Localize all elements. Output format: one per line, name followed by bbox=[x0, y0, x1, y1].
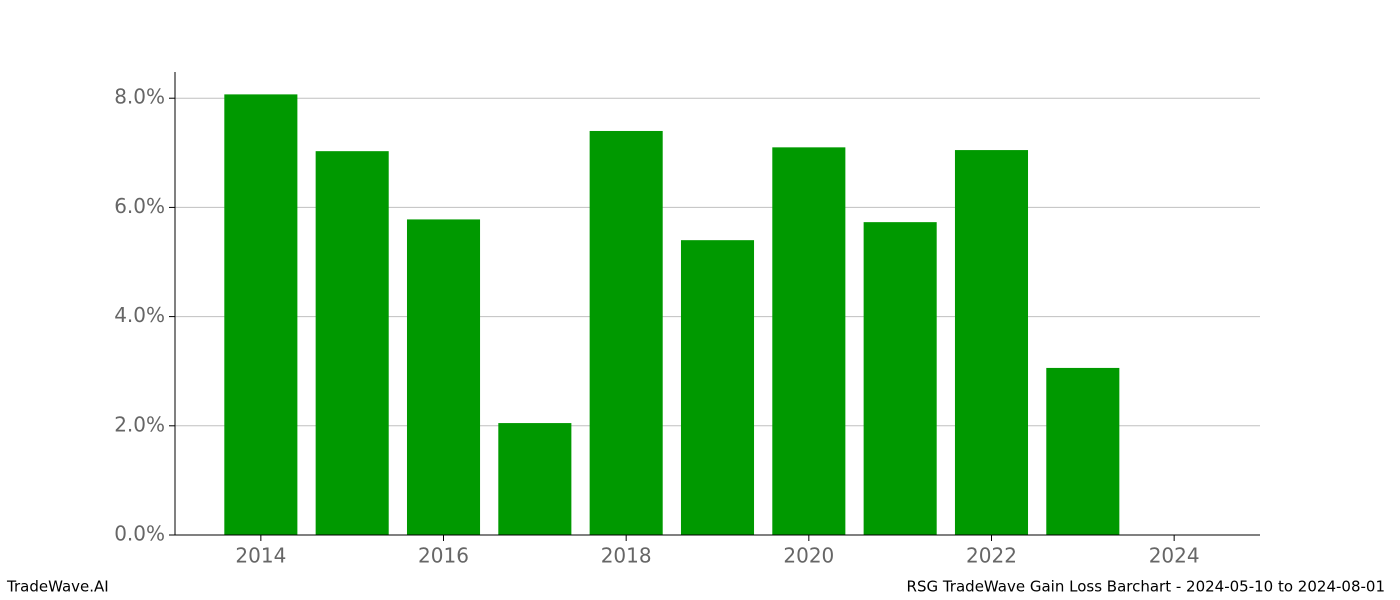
caption: RSG TradeWave Gain Loss Barchart - 2024-… bbox=[907, 578, 1385, 596]
y-tick-label: 4.0% bbox=[114, 303, 165, 327]
x-tick-label: 2016 bbox=[418, 544, 469, 568]
bar bbox=[772, 147, 846, 536]
bar bbox=[224, 94, 298, 535]
bar bbox=[1046, 367, 1120, 535]
y-tick-label: 0.0% bbox=[114, 522, 165, 546]
x-tick-label: 2020 bbox=[783, 544, 834, 568]
bar bbox=[406, 219, 481, 535]
y-tick-label: 2.0% bbox=[114, 412, 165, 436]
bar bbox=[954, 150, 1029, 535]
x-tick-label: 2018 bbox=[601, 544, 652, 568]
bar bbox=[680, 240, 755, 535]
x-tick-label: 2022 bbox=[966, 544, 1017, 568]
bar bbox=[863, 222, 937, 535]
bar bbox=[315, 151, 389, 535]
bar bbox=[589, 130, 663, 535]
watermark: TradeWave.AI bbox=[6, 578, 109, 596]
x-tick-label: 2024 bbox=[1149, 544, 1200, 568]
x-tick-label: 2014 bbox=[235, 544, 286, 568]
bar bbox=[498, 423, 572, 535]
y-tick-label: 8.0% bbox=[114, 85, 165, 109]
y-tick-label: 6.0% bbox=[114, 194, 165, 218]
